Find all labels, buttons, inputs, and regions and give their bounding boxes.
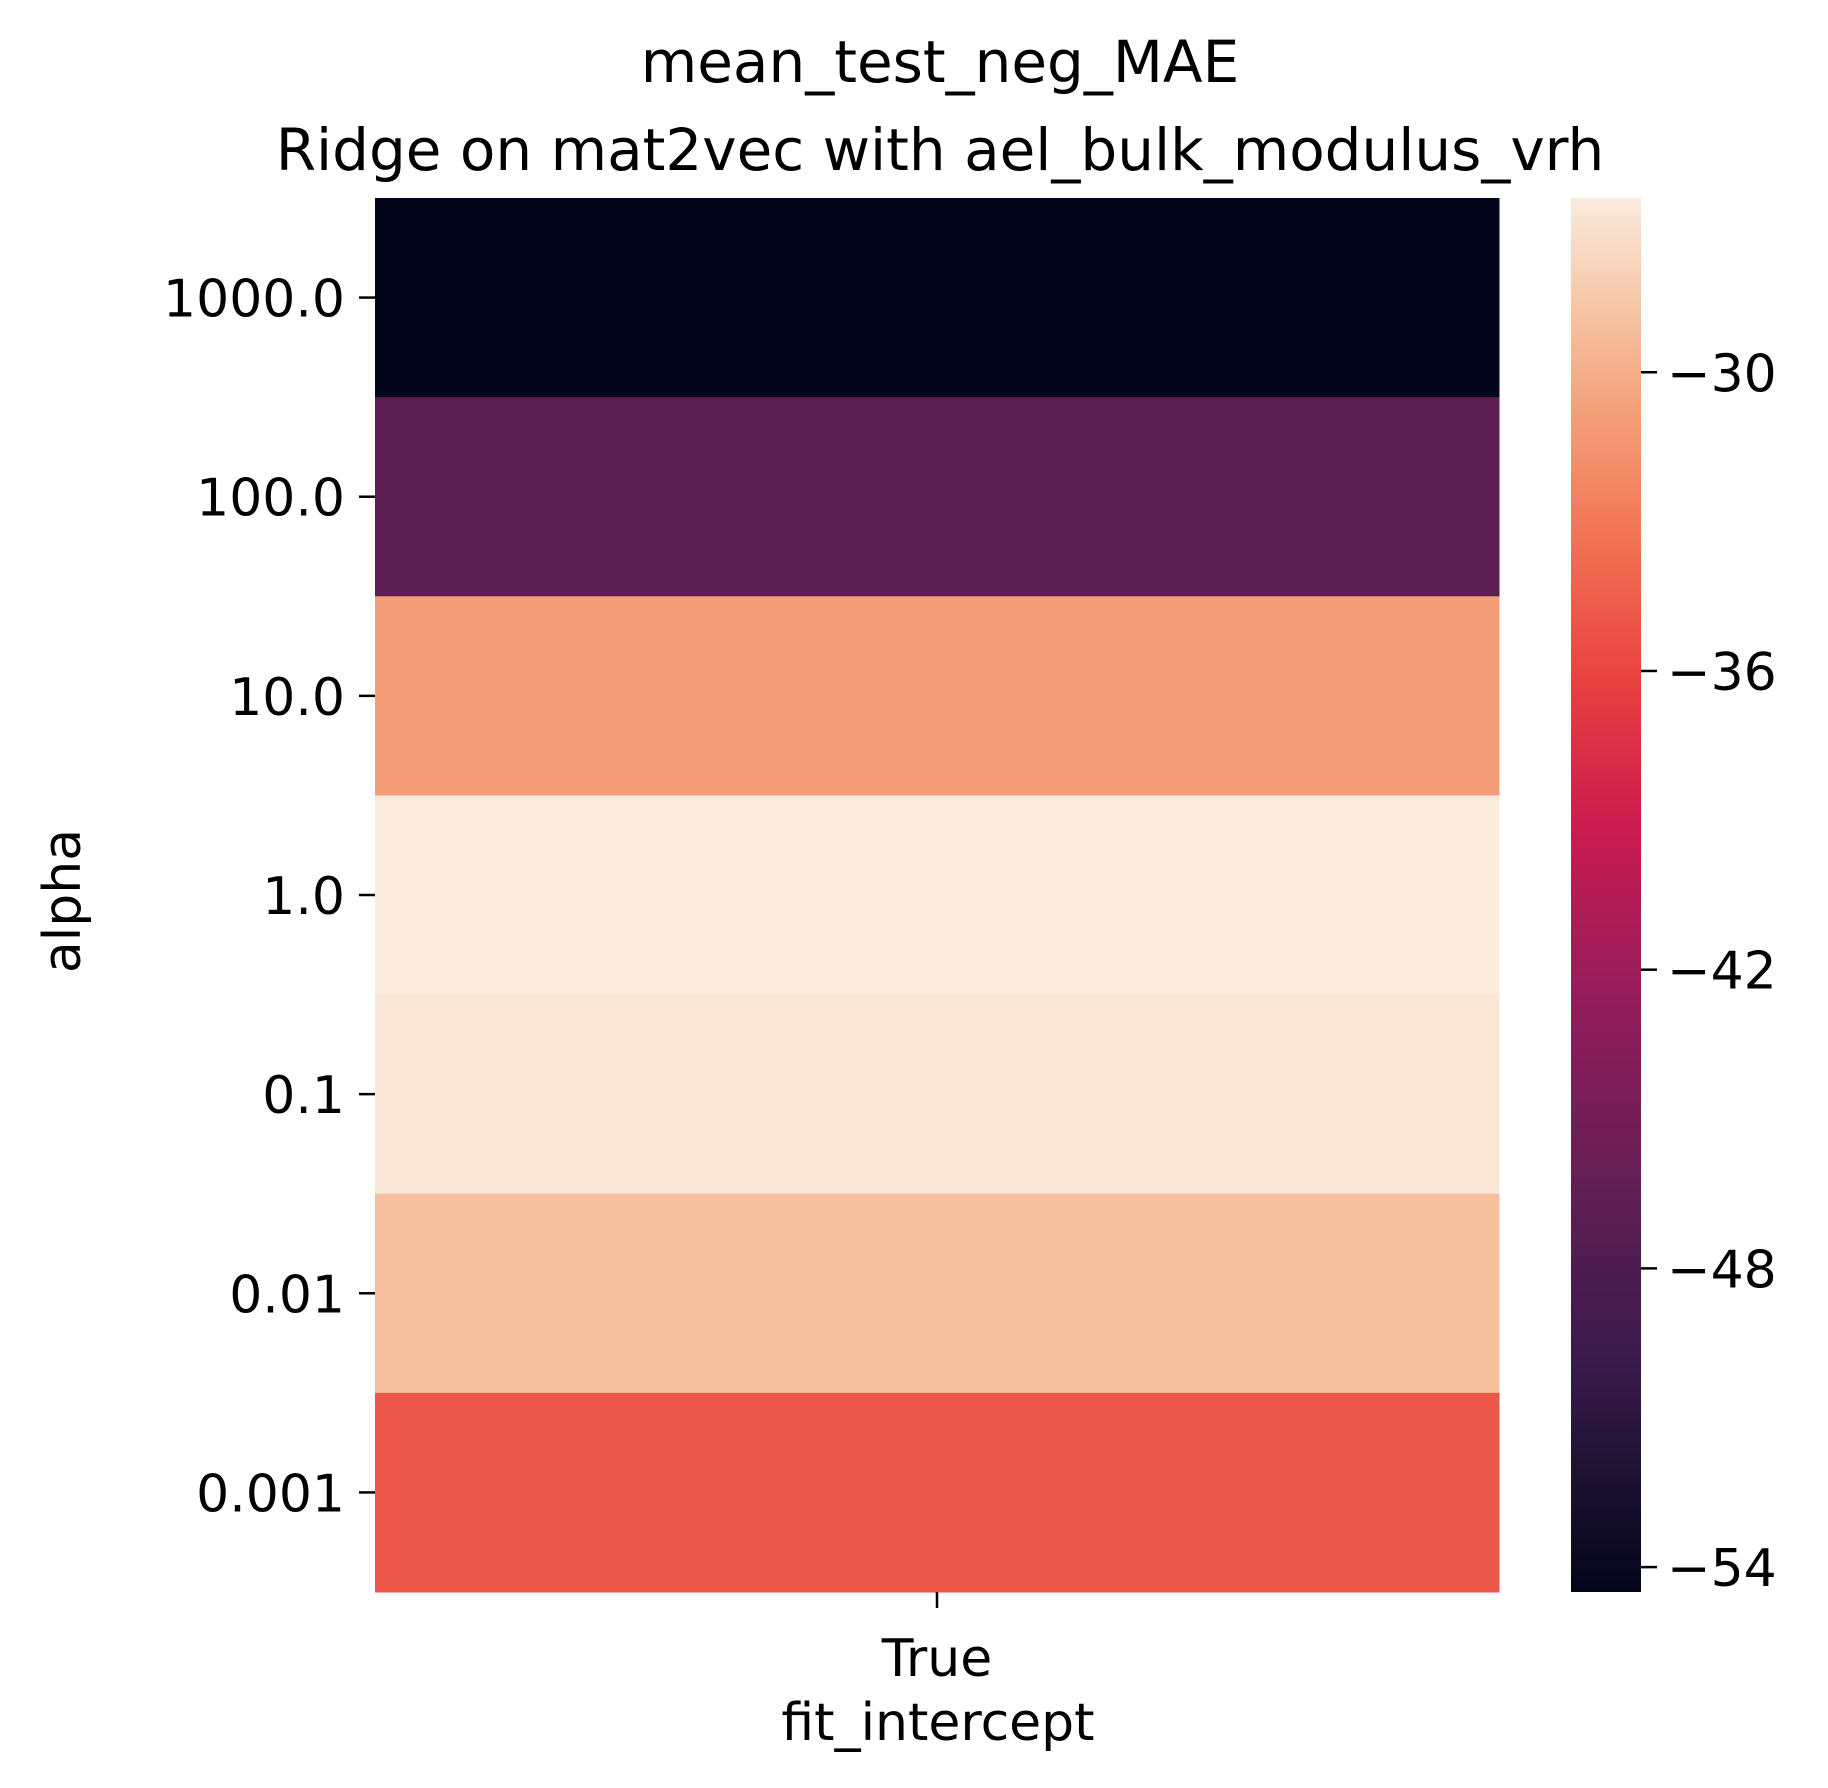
heatmap-cell [375, 1193, 1500, 1394]
x-axis-label: fit_intercept [781, 1693, 1094, 1753]
y-tick-label: 0.1 [262, 1066, 345, 1126]
y-tick-label: 10.0 [229, 668, 345, 728]
colorbar-tick-label: −48 [1667, 1240, 1777, 1300]
y-tick-label: 1.0 [262, 867, 345, 927]
heatmap-cell [375, 198, 1500, 398]
heatmap-cell [375, 1392, 1500, 1593]
colorbar-tick-label: −42 [1667, 942, 1777, 1002]
heatmap-cell [375, 397, 1500, 597]
heatmap-cell [375, 795, 1500, 996]
heatmap-cell [375, 596, 1500, 796]
y-tick-label: 0.001 [196, 1464, 345, 1524]
y-axis-ticks: 1000.0 100.0 10.0 1.0 0.1 0.01 0.001 [163, 270, 375, 1524]
colorbar-tick-label: −30 [1667, 344, 1777, 404]
chart-title: mean_test_neg_MAE [641, 28, 1240, 96]
y-tick-label: 100.0 [196, 469, 345, 529]
colorbar-ticks: −30 −36 −42 −48 −54 [1641, 344, 1777, 1599]
heatmap-cell [375, 994, 1500, 1195]
heatmap-cells [375, 198, 1500, 1593]
y-tick-label: 1000.0 [163, 270, 345, 330]
y-tick-label: 0.01 [229, 1265, 345, 1325]
colorbar-tick-label: −36 [1667, 643, 1777, 703]
chart-subtitle: Ridge on mat2vec with ael_bulk_modulus_v… [276, 116, 1605, 184]
x-tick-label: True [881, 1629, 992, 1689]
colorbar [1571, 198, 1641, 1592]
x-axis-ticks: True [881, 1592, 992, 1689]
y-axis-label: alpha [33, 829, 93, 973]
colorbar-tick-label: −54 [1667, 1539, 1777, 1599]
